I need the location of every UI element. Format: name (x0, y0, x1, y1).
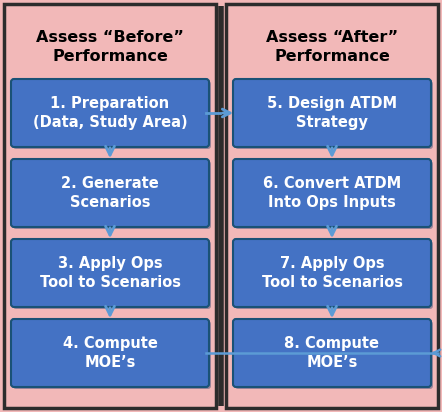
FancyBboxPatch shape (13, 321, 211, 389)
FancyBboxPatch shape (235, 241, 433, 309)
Text: 2. Generate
Scenarios: 2. Generate Scenarios (61, 176, 159, 210)
Text: 7. Apply Ops
Tool to Scenarios: 7. Apply Ops Tool to Scenarios (262, 256, 403, 290)
Text: 1. Preparation
(Data, Study Area): 1. Preparation (Data, Study Area) (33, 96, 187, 130)
FancyBboxPatch shape (235, 321, 433, 389)
FancyBboxPatch shape (235, 81, 433, 149)
Text: 3. Apply Ops
Tool to Scenarios: 3. Apply Ops Tool to Scenarios (39, 256, 180, 290)
Text: 4. Compute
MOE’s: 4. Compute MOE’s (63, 336, 157, 370)
FancyBboxPatch shape (233, 79, 431, 147)
FancyBboxPatch shape (233, 319, 431, 387)
FancyBboxPatch shape (11, 159, 209, 227)
FancyBboxPatch shape (13, 81, 211, 149)
Text: Assess “After”
Performance: Assess “After” Performance (266, 30, 398, 64)
FancyBboxPatch shape (226, 4, 438, 408)
FancyBboxPatch shape (233, 239, 431, 307)
Text: 6. Convert ATDM
Into Ops Inputs: 6. Convert ATDM Into Ops Inputs (263, 176, 401, 210)
FancyBboxPatch shape (13, 241, 211, 309)
FancyBboxPatch shape (235, 161, 433, 229)
Text: Assess “Before”
Performance: Assess “Before” Performance (36, 30, 184, 64)
Text: 8. Compute
MOE’s: 8. Compute MOE’s (285, 336, 380, 370)
FancyBboxPatch shape (11, 319, 209, 387)
FancyBboxPatch shape (11, 239, 209, 307)
FancyBboxPatch shape (13, 161, 211, 229)
FancyBboxPatch shape (233, 159, 431, 227)
FancyBboxPatch shape (11, 79, 209, 147)
Text: 5. Design ATDM
Strategy: 5. Design ATDM Strategy (267, 96, 397, 130)
FancyBboxPatch shape (4, 4, 216, 408)
